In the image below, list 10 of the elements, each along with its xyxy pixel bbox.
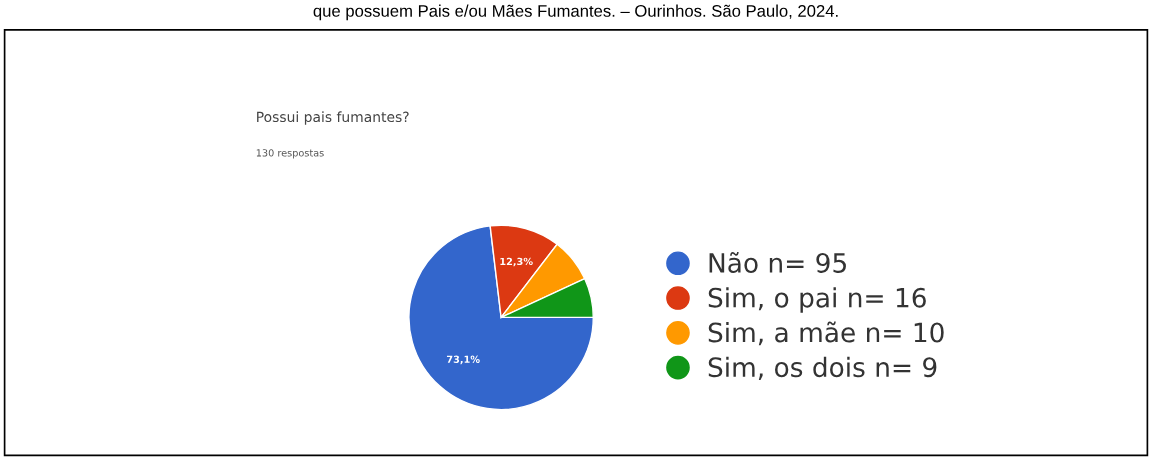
text: 130 respostas — [256, 149, 324, 159]
legend-label: Não n= 95 — [709, 252, 846, 273]
data-label: 12,3% — [500, 257, 533, 267]
chart-title: Possui pais fumantes? — [257, 111, 409, 125]
legend-label: Sim, os dois n= 9 — [708, 356, 937, 380]
text: que possuem Pais e/ou Mães Fumantes. – Ourinhos. São Paulo, 2024. — [313, 4, 838, 21]
pie-slice — [408, 225, 594, 411]
legend-label: Sim, a mãe n= 10 — [708, 321, 944, 346]
data-label: 73,1% — [446, 355, 480, 365]
legend-label: Sim, o pai n= 16 — [708, 287, 926, 313]
